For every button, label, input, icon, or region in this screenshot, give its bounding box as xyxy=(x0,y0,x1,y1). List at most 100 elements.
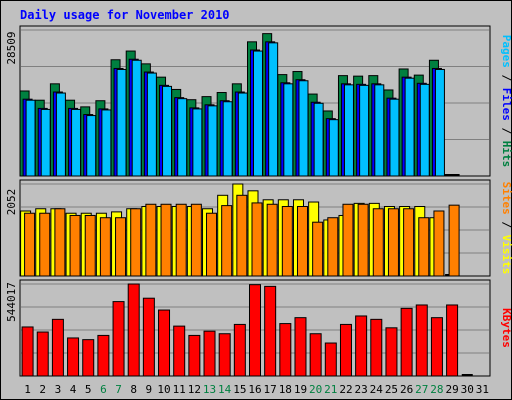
bar-kbytes-day-8 xyxy=(127,283,140,377)
bar-kbytes-day-1 xyxy=(21,326,34,377)
legend-entry: Hits xyxy=(500,141,512,168)
x-tick-label-day-18: 18 xyxy=(279,383,292,396)
bar-kbytes-day-19 xyxy=(294,317,307,377)
bar-kbytes-day-15 xyxy=(233,323,246,377)
bar-kbytes-day-11 xyxy=(173,325,186,377)
bar-sites-day-14 xyxy=(221,205,233,277)
bar-kbytes-day-9 xyxy=(142,297,155,377)
x-tick-label-day-12: 12 xyxy=(188,383,201,396)
bar-pages-day-29 xyxy=(450,174,460,176)
bar-sites-day-26 xyxy=(403,208,415,277)
bar-kbytes-day-26 xyxy=(400,307,413,377)
x-tick-label-day-9: 9 xyxy=(146,383,153,396)
x-tick-label-day-21: 21 xyxy=(324,383,337,396)
bar-pages-day-2 xyxy=(40,108,51,177)
panel-kbytes-legend-label: KBytes xyxy=(500,308,512,348)
bar-kbytes-day-5 xyxy=(82,339,95,377)
bar-kbytes-day-30 xyxy=(461,374,473,376)
bar-sites-day-1 xyxy=(24,212,36,277)
bar-sites-day-2 xyxy=(39,212,51,277)
legend-entry: Files xyxy=(500,88,512,121)
bar-kbytes-day-14 xyxy=(218,333,231,377)
bar-pages-day-26 xyxy=(404,77,415,177)
bar-sites-day-3 xyxy=(54,208,66,277)
x-tick-label-day-28: 28 xyxy=(430,383,443,396)
bar-pages-day-13 xyxy=(207,105,218,177)
bar-sites-day-20 xyxy=(312,221,324,277)
bar-pages-day-17 xyxy=(268,42,279,177)
x-tick-label-day-10: 10 xyxy=(157,383,170,396)
legend-entry: Pages xyxy=(500,35,512,68)
bar-kbytes-day-2 xyxy=(36,331,49,377)
bar-sites-day-4 xyxy=(69,214,81,277)
bar-sites-day-22 xyxy=(342,203,354,277)
x-tick-label-day-23: 23 xyxy=(355,383,368,396)
bar-pages-day-3 xyxy=(55,92,66,177)
x-tick-label-day-22: 22 xyxy=(339,383,352,396)
legend-entry: KBytes xyxy=(500,308,512,348)
x-tick-label-day-16: 16 xyxy=(248,383,261,396)
panel-visits-sites-max-label: 2052 xyxy=(5,189,18,216)
panel-kbytes-max-label: 544017 xyxy=(5,282,18,322)
legend-entry: Visits xyxy=(500,235,512,275)
bar-pages-day-27 xyxy=(419,83,430,177)
x-tick-label-day-24: 24 xyxy=(370,383,384,396)
bar-kbytes-day-27 xyxy=(415,304,428,377)
bar-pages-day-28 xyxy=(434,68,445,177)
x-tick-label-day-13: 13 xyxy=(203,383,216,396)
bar-sites-day-8 xyxy=(130,208,142,277)
bar-pages-day-15 xyxy=(237,92,248,177)
bar-kbytes-day-22 xyxy=(339,323,352,377)
x-tick-label-day-3: 3 xyxy=(55,383,62,396)
bar-pages-day-14 xyxy=(222,101,233,177)
x-tick-label-day-14: 14 xyxy=(218,383,232,396)
bar-pages-day-16 xyxy=(253,50,263,177)
x-tick-label-day-1: 1 xyxy=(24,383,31,396)
chart-title: Daily usage for November 2010 xyxy=(20,8,230,22)
bar-sites-day-24 xyxy=(372,208,384,277)
x-tick-label-day-7: 7 xyxy=(115,383,122,396)
bar-sites-day-10 xyxy=(160,203,172,277)
bar-pages-day-9 xyxy=(146,72,157,177)
x-tick-label-day-25: 25 xyxy=(385,383,398,396)
bar-sites-day-16 xyxy=(251,202,263,277)
legend-entry: / xyxy=(500,68,512,88)
bar-pages-day-7 xyxy=(116,68,127,177)
bar-kbytes-day-6 xyxy=(97,334,110,377)
bar-kbytes-day-4 xyxy=(67,337,80,377)
x-tick-label-day-6: 6 xyxy=(100,383,107,396)
bar-sites-day-18 xyxy=(281,206,293,277)
bar-sites-day-23 xyxy=(357,203,369,277)
bar-kbytes-day-25 xyxy=(385,327,398,377)
bar-pages-day-4 xyxy=(71,108,82,177)
bar-pages-day-12 xyxy=(192,108,203,177)
x-tick-label-day-27: 27 xyxy=(415,383,428,396)
bar-sites-day-13 xyxy=(206,212,218,277)
x-tick-label-day-19: 19 xyxy=(294,383,307,396)
bar-sites-day-27 xyxy=(418,217,430,277)
bar-sites-day-11 xyxy=(175,203,187,277)
x-tick-label-day-29: 29 xyxy=(445,383,458,396)
legend-entry: / xyxy=(500,215,512,235)
bar-pages-day-6 xyxy=(101,109,112,177)
bar-kbytes-day-24 xyxy=(370,318,383,377)
bar-kbytes-day-18 xyxy=(279,323,292,377)
bar-sites-day-7 xyxy=(115,217,127,277)
panel-hits-files-pages-legend-label: Pages / Files / Hits xyxy=(500,35,512,168)
bar-kbytes-day-23 xyxy=(355,315,368,377)
bar-pages-day-1 xyxy=(25,99,36,177)
bar-kbytes-day-28 xyxy=(430,317,443,377)
bar-sites-day-19 xyxy=(296,206,308,277)
bar-sites-day-15 xyxy=(236,194,248,277)
bar-sites-day-12 xyxy=(190,203,202,277)
bar-sites-day-28 xyxy=(433,210,445,277)
bar-pages-day-8 xyxy=(131,59,142,177)
x-tick-label-day-5: 5 xyxy=(85,383,92,396)
bar-kbytes-day-7 xyxy=(112,301,125,377)
bar-kbytes-day-17 xyxy=(264,285,277,377)
bar-kbytes-day-16 xyxy=(249,284,261,377)
x-tick-label-day-4: 4 xyxy=(70,383,77,396)
bar-pages-day-11 xyxy=(177,98,188,177)
x-tick-label-day-8: 8 xyxy=(130,383,137,396)
